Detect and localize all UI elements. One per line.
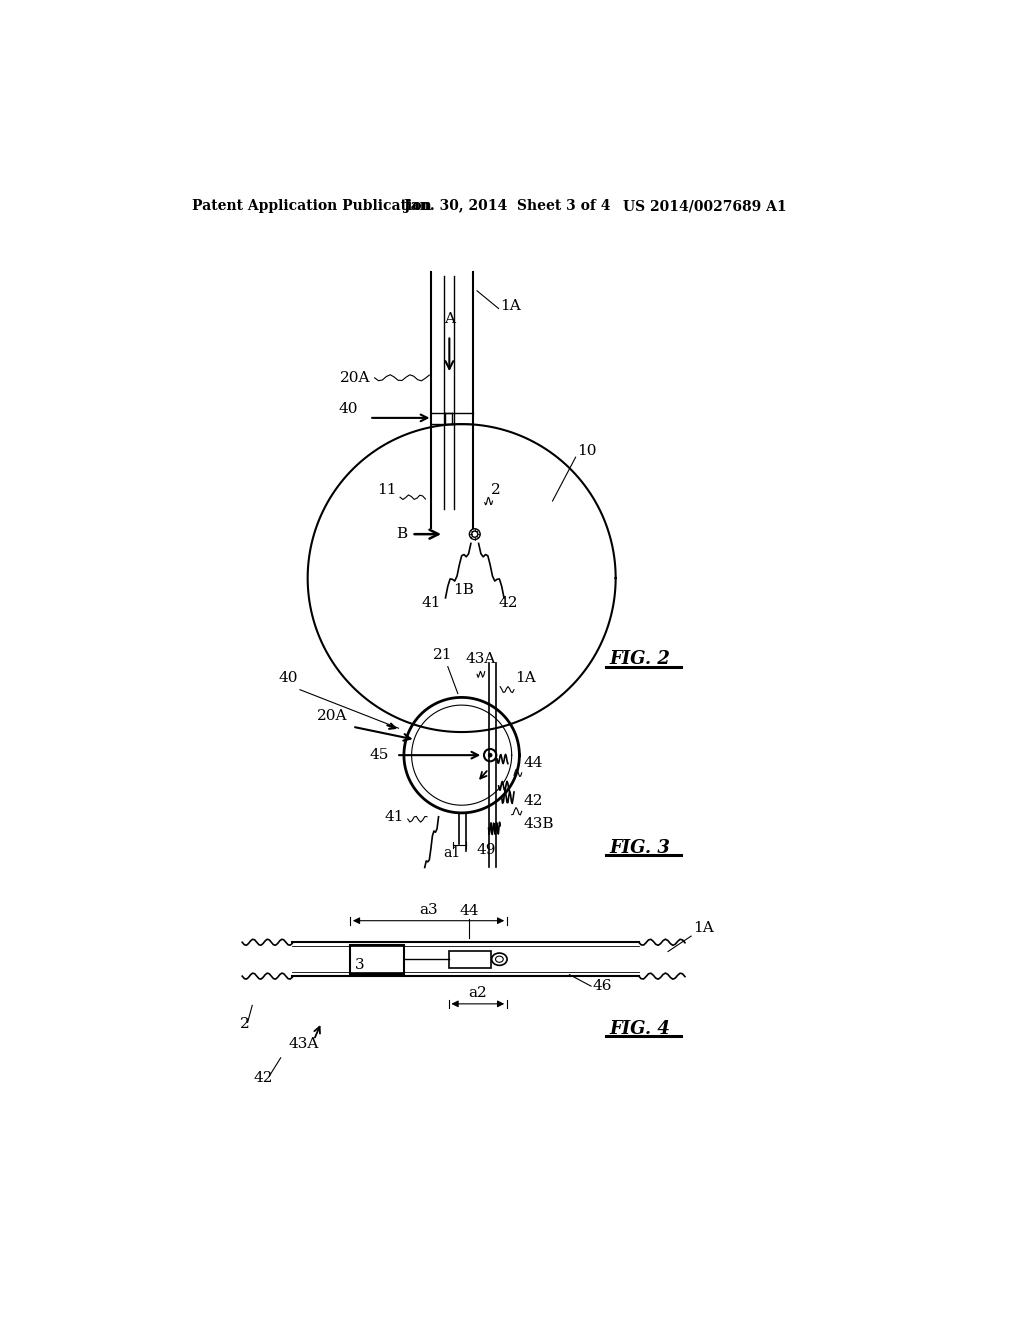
Text: 44: 44 <box>523 755 543 770</box>
Text: Patent Application Publication: Patent Application Publication <box>193 199 432 213</box>
Text: 43A: 43A <box>289 1036 319 1051</box>
Text: FIG. 4: FIG. 4 <box>609 1019 671 1038</box>
Text: B: B <box>396 527 408 541</box>
Text: 40: 40 <box>338 401 357 416</box>
Text: 1A: 1A <box>500 300 521 313</box>
Text: 42: 42 <box>523 795 543 808</box>
Text: 42: 42 <box>498 597 517 610</box>
Text: 43A: 43A <box>466 652 496 665</box>
Text: 45: 45 <box>369 748 388 762</box>
Circle shape <box>487 752 493 758</box>
Text: FIG. 2: FIG. 2 <box>609 649 671 668</box>
Text: 1A: 1A <box>515 671 537 685</box>
Text: US 2014/0027689 A1: US 2014/0027689 A1 <box>624 199 787 213</box>
Text: 21: 21 <box>433 648 453 661</box>
Text: 1B: 1B <box>453 582 474 597</box>
Text: a1: a1 <box>443 846 460 859</box>
Bar <box>350 945 403 974</box>
Text: 20A: 20A <box>317 710 348 723</box>
Text: a2: a2 <box>468 986 487 1001</box>
Text: 11: 11 <box>377 483 396 496</box>
Text: Jan. 30, 2014  Sheet 3 of 4: Jan. 30, 2014 Sheet 3 of 4 <box>403 199 610 213</box>
Text: 20A: 20A <box>340 371 371 385</box>
Text: 46: 46 <box>593 979 612 993</box>
Text: 1A: 1A <box>692 921 714 936</box>
Text: 2: 2 <box>240 1018 250 1031</box>
Text: 3: 3 <box>354 958 365 973</box>
Text: FIG. 3: FIG. 3 <box>609 838 671 857</box>
Bar <box>449 950 490 968</box>
Text: a3: a3 <box>419 903 438 917</box>
Text: 41: 41 <box>384 809 403 824</box>
Text: 40: 40 <box>279 671 298 685</box>
Text: 44: 44 <box>460 903 479 917</box>
Text: 42: 42 <box>253 1072 272 1085</box>
Text: 49: 49 <box>476 843 496 858</box>
Text: 10: 10 <box>578 444 597 458</box>
Text: 41: 41 <box>421 597 440 610</box>
Text: A: A <box>443 313 455 326</box>
Text: 2: 2 <box>490 483 501 496</box>
Text: 43B: 43B <box>523 817 554 832</box>
